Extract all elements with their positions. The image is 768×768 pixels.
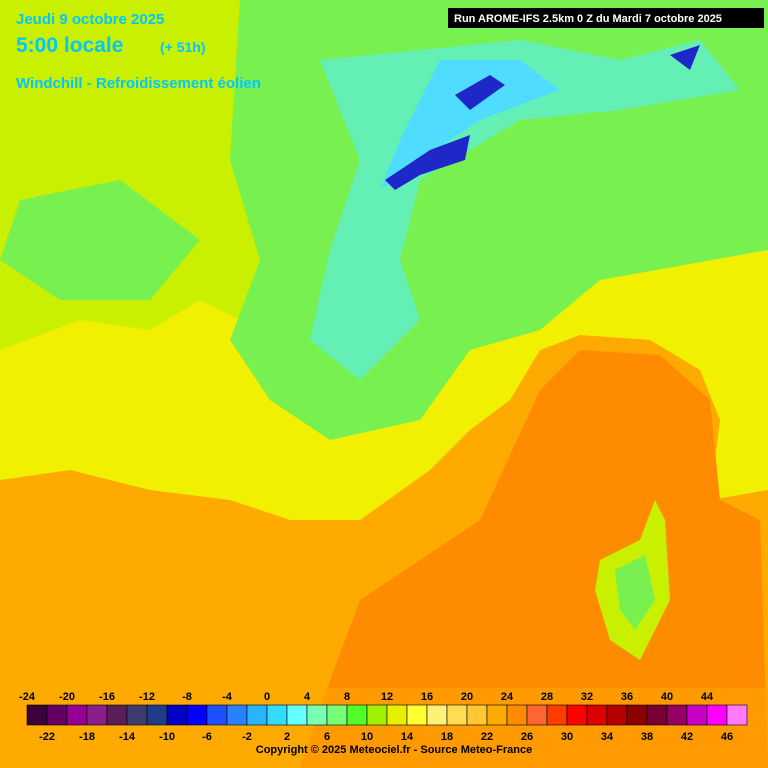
legend-tick-label: 12 (381, 691, 393, 703)
legend-tick-label: 14 (401, 731, 414, 743)
legend-swatch (306, 704, 328, 726)
legend-swatch (86, 704, 108, 726)
legend-swatch (326, 704, 348, 726)
legend-tick-label: -14 (119, 731, 136, 743)
mountain-zone (380, 60, 560, 190)
run-info: Run AROME-IFS 2.5km 0 Z du Mardi 7 octob… (454, 13, 722, 25)
legend-tick-label: -16 (99, 691, 115, 703)
legend-swatch (206, 704, 228, 726)
legend-tick-label: 40 (661, 691, 673, 703)
legend-swatch (506, 704, 528, 726)
forecast-time: 5:00 locale (16, 34, 123, 57)
legend-swatch (606, 704, 628, 726)
legend-tick-label: 16 (421, 691, 433, 703)
legend-swatch (526, 704, 548, 726)
legend-swatch (246, 704, 268, 726)
legend-tick-label: 8 (344, 691, 350, 703)
legend-swatch (406, 704, 428, 726)
legend-tick-label: 46 (721, 731, 733, 743)
legend-swatch (466, 704, 488, 726)
legend-tick-label: 44 (701, 691, 714, 703)
legend-swatch (446, 704, 468, 726)
legend-tick-label: -12 (139, 691, 155, 703)
forecast-lead: (+ 51h) (160, 39, 206, 55)
corsica-relief (615, 555, 655, 630)
parameter-name: Windchill - Refroidissement éolien (16, 75, 261, 92)
legend-tick-label: 26 (521, 731, 533, 743)
legend: -24-22-20-18-16-14-12-10-8-6-4-202468101… (19, 691, 748, 743)
legend-swatch (486, 704, 508, 726)
legend-tick-label: 34 (601, 731, 614, 743)
legend-tick-label: 22 (481, 731, 493, 743)
copyright: Copyright © 2025 Meteociel.fr - Source M… (256, 744, 532, 756)
legend-swatch (66, 704, 88, 726)
legend-tick-label: -18 (79, 731, 95, 743)
legend-swatch (286, 704, 308, 726)
legend-swatch (366, 704, 388, 726)
legend-swatch (586, 704, 608, 726)
legend-swatch (626, 704, 648, 726)
legend-tick-label: 30 (561, 731, 573, 743)
legend-backdrop (0, 688, 768, 768)
legend-swatch (426, 704, 448, 726)
legend-swatch (546, 704, 568, 726)
legend-swatch (726, 704, 748, 726)
legend-swatch (646, 704, 668, 726)
legend-tick-label: -4 (222, 691, 233, 703)
legend-swatch (386, 704, 408, 726)
legend-swatch (226, 704, 248, 726)
legend-tick-label: -6 (202, 731, 212, 743)
legend-tick-label: 2 (284, 731, 290, 743)
legend-tick-label: -24 (19, 691, 36, 703)
legend-swatch (146, 704, 168, 726)
legend-swatch (706, 704, 728, 726)
legend-tick-label: 24 (501, 691, 514, 703)
legend-swatch (26, 704, 48, 726)
legend-tick-label: 32 (581, 691, 593, 703)
legend-tick-label: 38 (641, 731, 653, 743)
legend-swatch (186, 704, 208, 726)
legend-tick-label: 10 (361, 731, 373, 743)
legend-tick-label: 20 (461, 691, 473, 703)
legend-tick-label: 42 (681, 731, 693, 743)
legend-tick-label: 0 (264, 691, 270, 703)
legend-swatch (686, 704, 708, 726)
legend-swatch (126, 704, 148, 726)
legend-swatch (666, 704, 688, 726)
land-zone (0, 180, 200, 300)
legend-swatch (266, 704, 288, 726)
legend-swatch (46, 704, 68, 726)
legend-tick-label: 36 (621, 691, 633, 703)
forecast-date: Jeudi 9 octobre 2025 (16, 11, 164, 28)
run-box (448, 8, 764, 28)
legend-tick-label: 28 (541, 691, 553, 703)
sea-zone (300, 350, 768, 768)
legend-tick-label: -20 (59, 691, 75, 703)
mountain-peak (385, 45, 700, 190)
legend-tick-label: 4 (304, 691, 311, 703)
legend-tick-label: -2 (242, 731, 252, 743)
legend-tick-label: -10 (159, 731, 175, 743)
legend-swatch (566, 704, 588, 726)
legend-swatch (166, 704, 188, 726)
legend-tick-label: -22 (39, 731, 55, 743)
legend-swatch (106, 704, 128, 726)
legend-tick-label: -8 (182, 691, 192, 703)
legend-tick-label: 6 (324, 731, 330, 743)
legend-swatch (346, 704, 368, 726)
legend-tick-label: 18 (441, 731, 453, 743)
